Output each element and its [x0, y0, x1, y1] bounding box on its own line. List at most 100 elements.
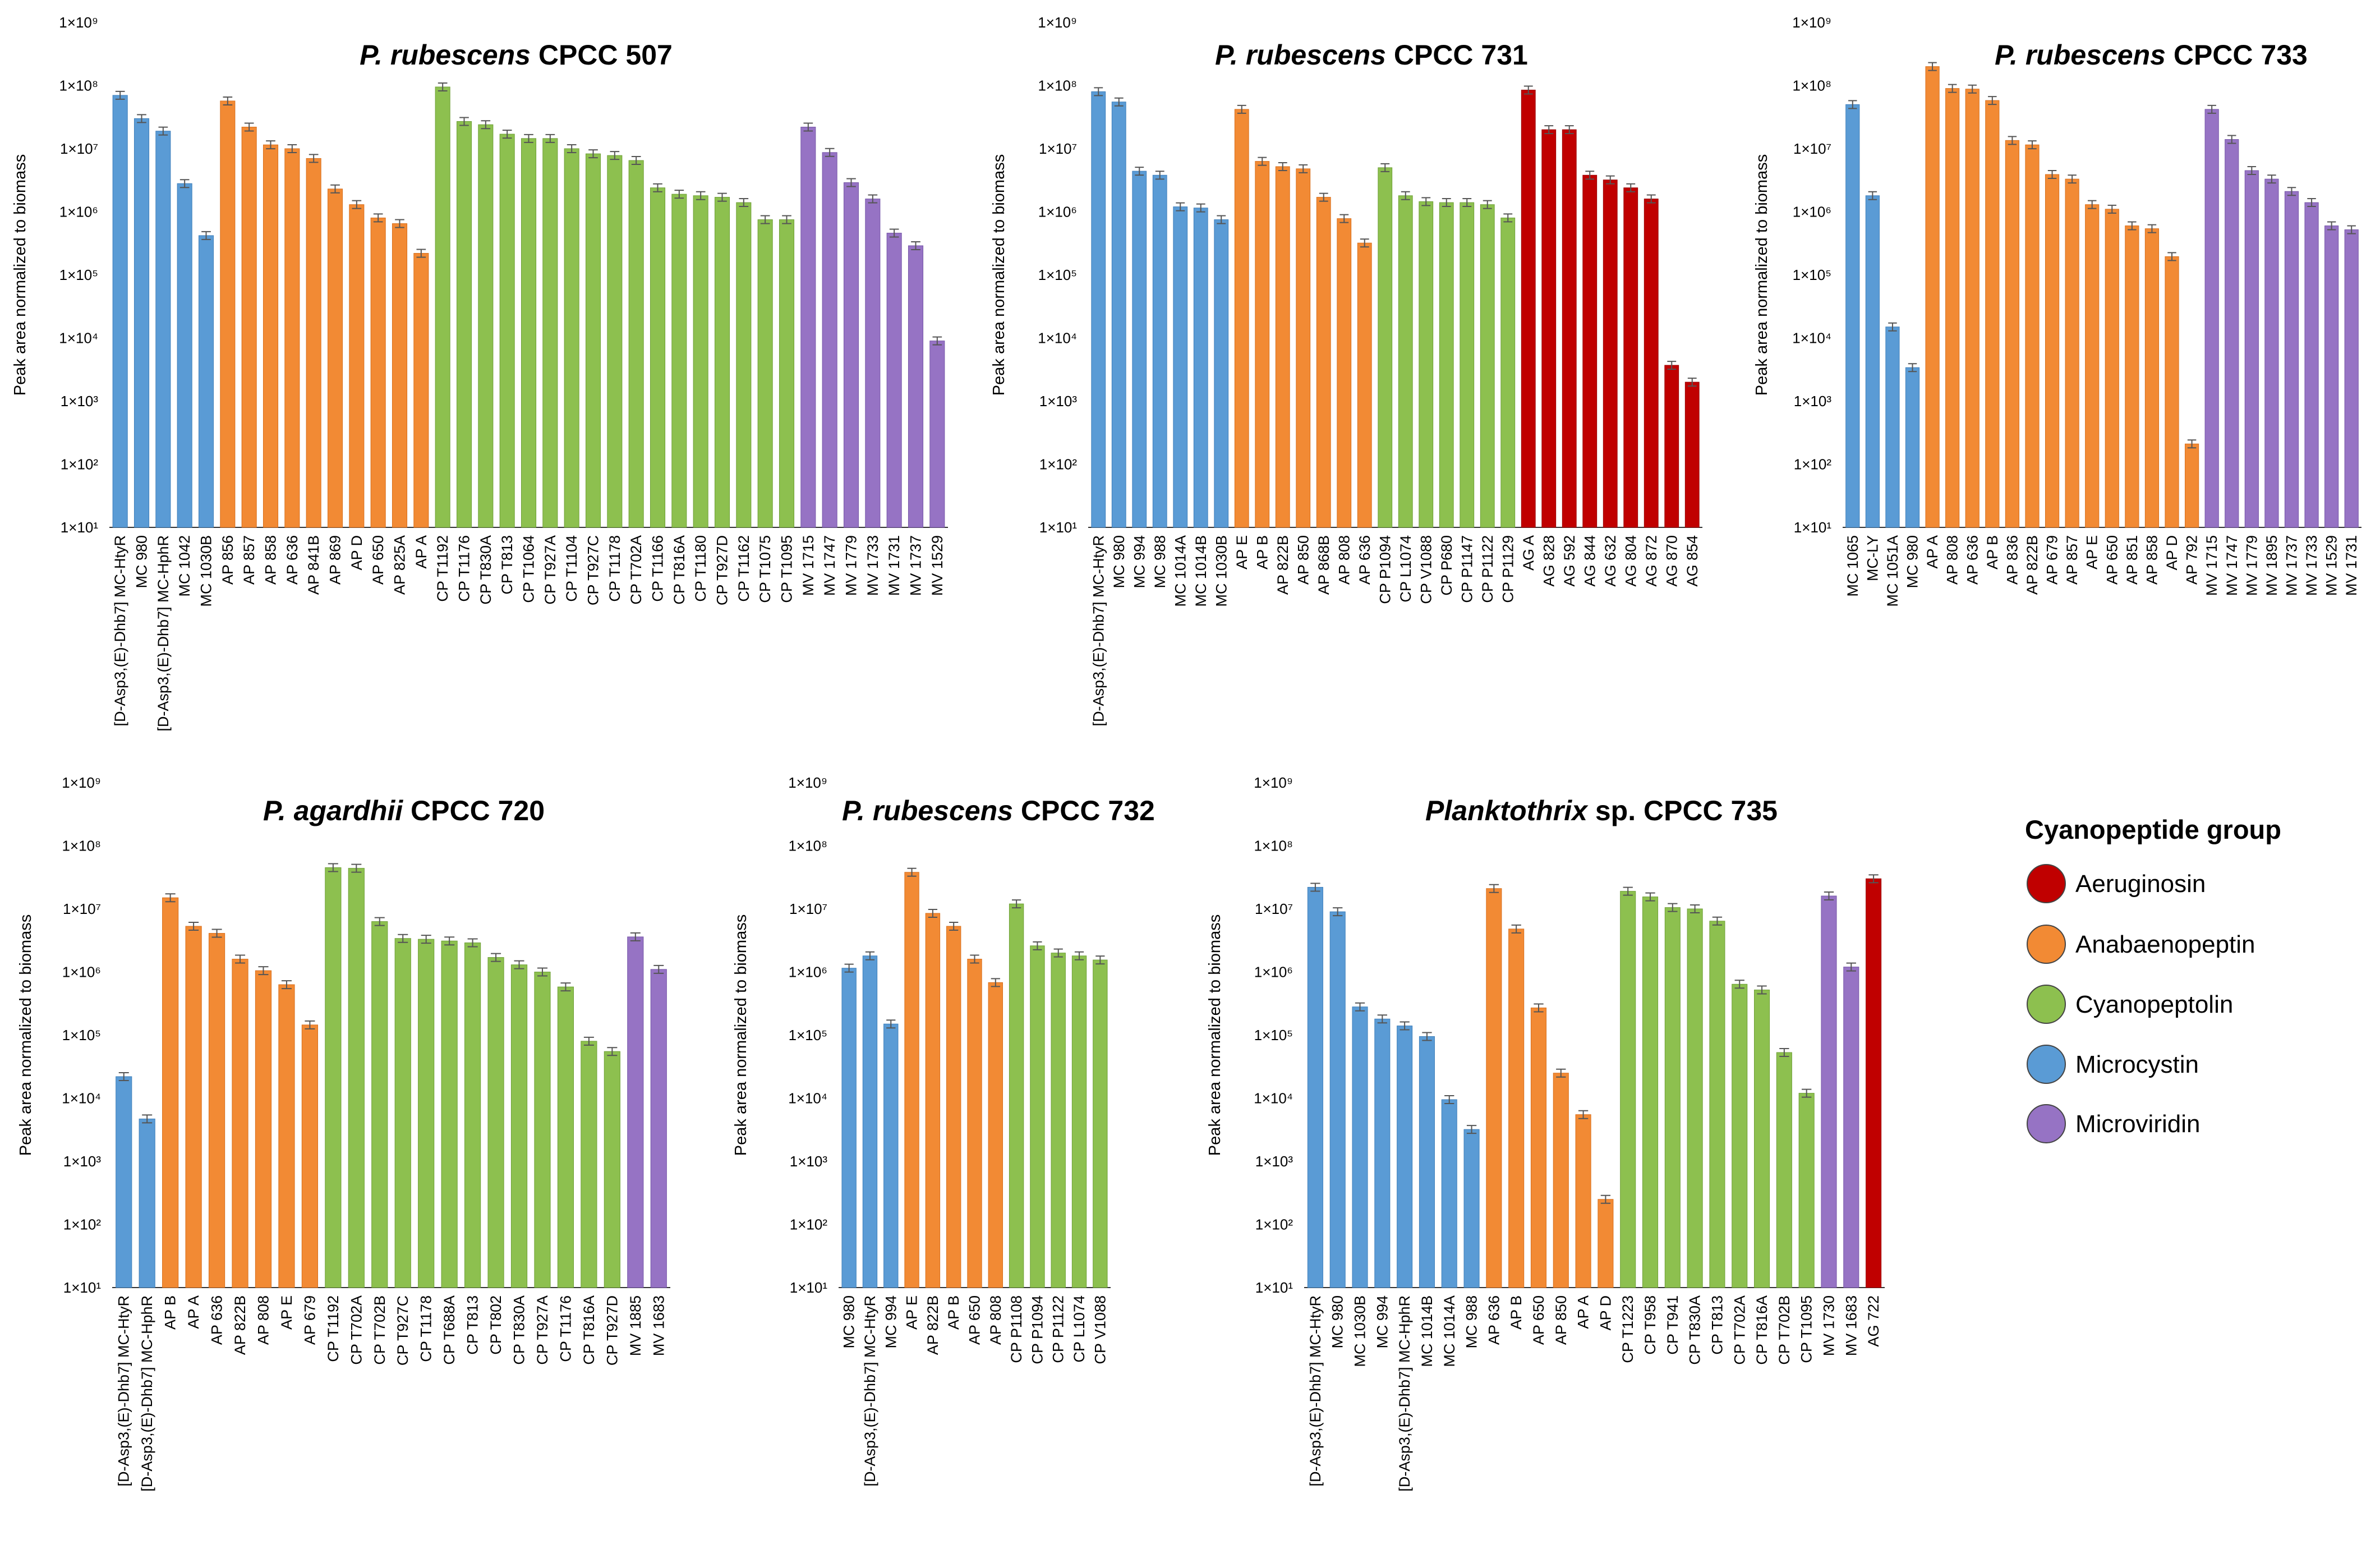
- y-tick-label: 1×10⁷: [1039, 140, 1077, 157]
- y-tick-label: 1×10³: [63, 1153, 102, 1170]
- x-tick-label: AG 632: [1602, 535, 1619, 587]
- bar-cp-t1180: [693, 195, 708, 528]
- bar-cp-t702b: [371, 921, 388, 1288]
- error-bar: [1339, 214, 1349, 223]
- bar-ap-836: [2005, 140, 2019, 528]
- y-tick-label: 1×10³: [1794, 393, 1832, 410]
- error-bar: [1258, 157, 1267, 166]
- error-bar: [631, 156, 641, 166]
- y-tick-label: 1×10⁷: [1255, 900, 1293, 917]
- error-bar: [1095, 955, 1105, 965]
- bar-mv-1737: [2284, 191, 2299, 528]
- error-bar: [911, 241, 920, 250]
- error-bar: [1928, 62, 1937, 71]
- bar-d-asp3-e-dhb7-mc-htyr: [1091, 91, 1106, 528]
- x-tick-label: AP 822B: [2024, 535, 2041, 595]
- x-tick-label: MC 1030B: [1352, 1295, 1369, 1367]
- y-tick-label: 1×10⁸: [1038, 77, 1077, 94]
- x-tick-label: MC 1030B: [198, 535, 215, 607]
- error-bar: [1299, 164, 1308, 173]
- x-tick-label: AP A: [1924, 535, 1941, 569]
- x-tick-label: MC 994: [1131, 535, 1148, 589]
- error-bar: [1278, 162, 1287, 171]
- x-tick-label: AP A: [185, 1295, 202, 1329]
- error-bar: [1564, 125, 1574, 135]
- error-bar: [928, 908, 938, 918]
- error-bar: [1585, 171, 1595, 180]
- bar-ag-a: [1521, 89, 1536, 528]
- bar-mv-1747: [2225, 139, 2239, 528]
- legend-label-microviridin: Microviridin: [2075, 1110, 2200, 1138]
- x-tick-label: CP T702B: [1776, 1295, 1793, 1365]
- y-axis-label: Peak area normalized to biomass: [1753, 154, 1771, 396]
- x-tick-label: AP 636: [284, 535, 301, 585]
- legend-label-cyanopeptolin: Cyanopeptolin: [2075, 991, 2233, 1018]
- error-bar: [1534, 1003, 1544, 1013]
- x-tick-label: CP T927D: [604, 1295, 620, 1366]
- x-tick-label: CP T816A: [1753, 1295, 1770, 1365]
- error-bar: [545, 134, 555, 143]
- error-bar: [2087, 200, 2097, 209]
- bar-mv-1730: [1821, 895, 1837, 1288]
- x-tick-label: [D-Asp3,(E)-Dhb7] MC-HphR: [1396, 1295, 1413, 1492]
- error-bar: [1908, 363, 1917, 373]
- bar-mc-994: [1374, 1018, 1391, 1288]
- error-bar: [653, 183, 662, 192]
- bar-ag-632: [1603, 180, 1618, 528]
- x-tick-label: CP T702B: [371, 1295, 388, 1365]
- x-tick-label: AP 679: [301, 1295, 318, 1345]
- bar-cp-t1192: [435, 86, 450, 528]
- error-bar: [2028, 140, 2037, 150]
- y-tick-label: 1×10⁴: [59, 330, 98, 347]
- error-bar: [1968, 84, 1977, 94]
- bar-mv-1779: [843, 182, 859, 528]
- y-tick-label: 1×10⁴: [788, 1090, 827, 1107]
- x-tick-label: MV 1779: [843, 535, 860, 596]
- bar-mv-1731: [2344, 229, 2359, 528]
- x-tick-label: CP L1074: [1071, 1295, 1088, 1363]
- error-bar: [653, 964, 664, 974]
- y-tick-label: 1×10⁹: [788, 774, 827, 791]
- chart-title: P. rubescens CPCC 733: [1995, 39, 2308, 71]
- error-bar: [560, 982, 571, 992]
- bar-cp-t927a: [534, 972, 551, 1288]
- error-bar: [1600, 1194, 1611, 1204]
- error-bar: [1802, 1088, 1812, 1098]
- error-bar: [281, 980, 292, 990]
- error-bar: [2347, 225, 2356, 235]
- y-tick-label: 1×10⁸: [1792, 77, 1831, 94]
- error-bar: [2068, 174, 2077, 184]
- error-bar: [352, 200, 362, 209]
- y-tick-label: 1×10⁶: [789, 964, 827, 981]
- y-tick-label: 1×10⁵: [1038, 266, 1077, 283]
- y-tick-label: 1×10⁵: [1793, 266, 1831, 283]
- x-tick-label: MV 1715: [800, 535, 817, 596]
- legend-swatch-anabaenopeptin: [2027, 925, 2066, 964]
- error-bar: [1605, 175, 1615, 185]
- error-bar: [2227, 135, 2236, 144]
- x-tick-label: CP P1094: [1029, 1295, 1046, 1364]
- error-bar: [2307, 198, 2316, 208]
- bar-mc-980: [1329, 911, 1346, 1288]
- error-bar: [567, 144, 577, 153]
- x-tick-label: CP T1095: [779, 535, 795, 603]
- bar-cp-t1192: [325, 867, 342, 1288]
- error-bar: [2047, 170, 2057, 180]
- error-bar: [588, 149, 598, 159]
- bar-cp-t927d: [604, 1051, 620, 1288]
- chart-title-strain: CPCC 507: [531, 39, 673, 71]
- y-axis-label: Peak area normalized to biomass: [990, 154, 1008, 396]
- x-tick-label: AP B: [1508, 1295, 1525, 1330]
- x-tick-label: CP T702A: [348, 1295, 365, 1365]
- bar-ap-650: [1530, 1007, 1547, 1288]
- error-bar: [1377, 1014, 1387, 1024]
- error-bar: [330, 184, 340, 194]
- error-bar: [201, 231, 211, 240]
- x-tick-label: AG 872: [1643, 535, 1660, 587]
- x-tick-label: [D-Asp3,(E)-Dhb7] MC-HphR: [139, 1295, 155, 1492]
- error-bar: [421, 935, 431, 944]
- x-tick-label: CP V1088: [1417, 535, 1434, 604]
- error-bar: [868, 194, 878, 204]
- bar-ag-828: [1541, 129, 1557, 528]
- error-bar: [2167, 252, 2176, 261]
